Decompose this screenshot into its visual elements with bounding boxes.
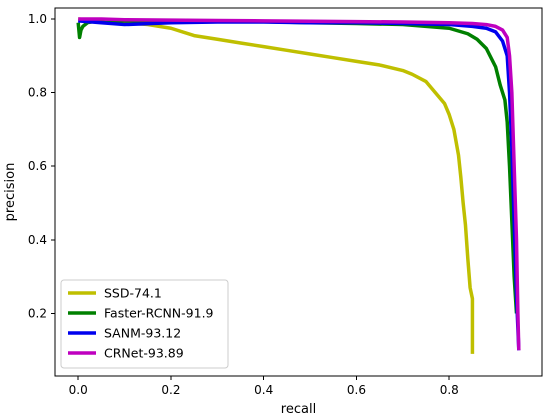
legend-label: SSD-74.1 xyxy=(104,286,162,301)
y-tick-label: 0.6 xyxy=(28,159,47,173)
legend: SSD-74.1 Faster-RCNN-91.9 SANM-93.12 CRNet-… xyxy=(60,279,229,369)
legend-box xyxy=(60,279,229,369)
y-axis-ticks: 0.2 0.4 0.6 0.8 1.0 xyxy=(28,12,55,320)
x-tick-label: 0.8 xyxy=(440,383,459,397)
x-tick-label: 0.6 xyxy=(347,383,366,397)
legend-label: Faster-RCNN-91.9 xyxy=(104,306,214,321)
x-tick-label: 0.2 xyxy=(161,383,180,397)
y-tick-label: 0.4 xyxy=(28,233,47,247)
y-tick-label: 0.2 xyxy=(28,306,47,320)
plot-area-frame xyxy=(54,7,543,377)
series-layer xyxy=(76,17,521,354)
series-line-0 xyxy=(78,17,475,354)
legend-label: SANM-93.12 xyxy=(104,326,181,341)
x-tick-label: 0.4 xyxy=(254,383,273,397)
x-axis-ticks: 0.0 0.2 0.4 0.6 0.8 xyxy=(69,376,459,397)
x-tick-label: 0.0 xyxy=(69,383,88,397)
legend-label: CRNet-93.89 xyxy=(104,346,184,361)
y-tick-label: 0.8 xyxy=(28,86,47,100)
y-axis-label: precision xyxy=(3,163,18,222)
series-line-3 xyxy=(78,17,521,351)
x-axis-label: recall xyxy=(281,402,316,417)
y-tick-label: 1.0 xyxy=(28,12,47,26)
series-line-2 xyxy=(78,19,521,351)
